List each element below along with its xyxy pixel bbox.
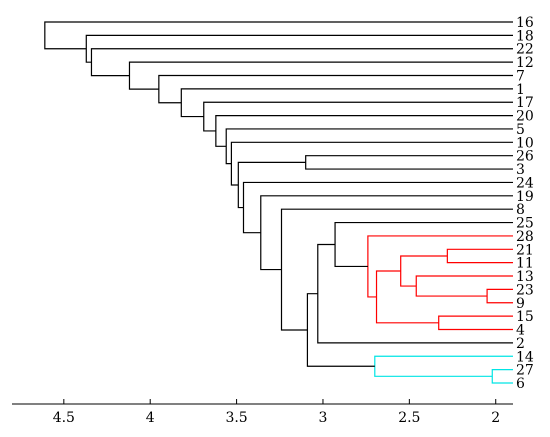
leaf-label-18: 18 — [516, 28, 534, 44]
dendrogram-branches — [44, 21, 513, 384]
leaf-label-27: 27 — [516, 363, 534, 379]
leaf-label-16: 16 — [516, 15, 534, 31]
x-tick-label: 3 — [319, 410, 328, 426]
x-tick-label: 4 — [146, 410, 155, 426]
leaf-labels: 1618221271172051026324198252821111323915… — [516, 15, 534, 392]
branch-m10 — [491, 369, 513, 384]
leaf-label-5: 5 — [516, 122, 525, 138]
leaf-label-9: 9 — [516, 296, 525, 312]
leaf-label-17: 17 — [516, 95, 534, 111]
leaf-label-26: 26 — [516, 149, 534, 165]
branch-m25 — [90, 48, 513, 77]
leaf-label-25: 25 — [516, 216, 534, 232]
branch-m20 — [215, 114, 513, 147]
leaf-label-19: 19 — [516, 189, 534, 205]
branch-m3 — [415, 275, 513, 297]
x-tick-label: 3.5 — [225, 410, 247, 426]
leaf-label-6: 6 — [516, 376, 525, 392]
branch-m15 — [242, 181, 513, 234]
branch-m27 — [44, 21, 513, 50]
branch-m16 — [305, 155, 513, 170]
branch-m8 — [334, 221, 513, 268]
leaf-label-22: 22 — [516, 42, 534, 58]
x-axis-ticks: 4.5 4 3.5 3 2.5 2 — [53, 399, 500, 426]
leaf-label-11: 11 — [516, 256, 534, 272]
x-tick-label: 4.5 — [53, 410, 75, 426]
branch-m24 — [128, 61, 513, 90]
leaf-label-3: 3 — [516, 162, 525, 178]
leaf-label-10: 10 — [516, 135, 534, 151]
leaf-label-12: 12 — [516, 55, 534, 71]
leaf-label-20: 20 — [516, 109, 534, 125]
leaf-label-4: 4 — [516, 323, 525, 339]
x-tick-label: 2.5 — [398, 410, 420, 426]
leaf-label-28: 28 — [516, 229, 534, 245]
leaf-label-1: 1 — [516, 82, 525, 98]
branch-m4 — [400, 255, 448, 287]
branch-m6 — [375, 270, 439, 324]
branch-m1 — [446, 248, 513, 264]
branch-m2 — [486, 288, 513, 304]
branch-m7 — [367, 235, 513, 298]
branch-m21 — [203, 101, 513, 132]
x-tick-label: 2 — [491, 410, 500, 426]
leaf-label-7: 7 — [516, 68, 525, 84]
leaf-label-2: 2 — [516, 336, 525, 352]
leaf-label-23: 23 — [516, 282, 534, 298]
branch-m18 — [230, 141, 513, 186]
branch-m5 — [438, 315, 513, 331]
leaf-label-8: 8 — [516, 202, 525, 218]
leaf-label-15: 15 — [516, 309, 534, 325]
branch-m13 — [280, 208, 513, 331]
branch-m14 — [260, 195, 513, 271]
branch-m17 — [237, 161, 306, 209]
leaf-label-13: 13 — [516, 269, 534, 285]
leaf-label-14: 14 — [516, 349, 534, 365]
leaf-label-21: 21 — [516, 242, 534, 258]
leaf-label-24: 24 — [516, 175, 534, 191]
branch-m19 — [225, 128, 513, 165]
branch-m9 — [317, 243, 513, 344]
branch-m23 — [158, 74, 513, 104]
